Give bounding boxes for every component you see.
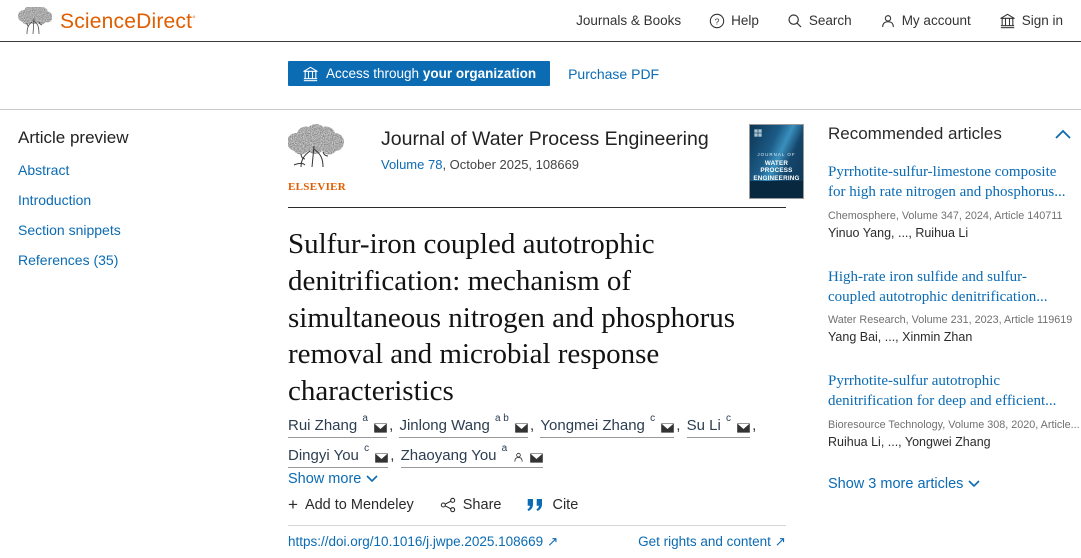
svg-text:?: ? [715, 16, 720, 26]
